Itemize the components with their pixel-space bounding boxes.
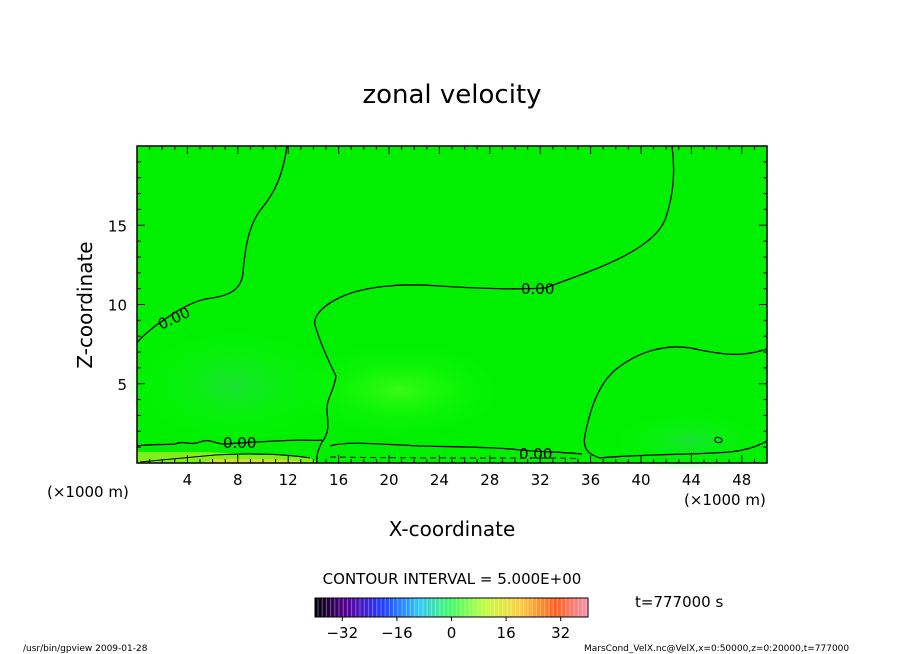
time-label: t=777000 s (635, 593, 723, 611)
colorbar-tick-label: −32 (326, 624, 358, 642)
x-tick-label: 20 (379, 471, 398, 489)
colorbar: −32 −16 0 16 32 (314, 597, 589, 642)
field-shade-mid (290, 340, 510, 440)
footer-left: /usr/bin/gpview 2009-01-28 (23, 644, 148, 654)
x-axis-unit-left: (×1000 m) (47, 483, 129, 501)
near-surface-band-2 (200, 459, 305, 463)
x-tick-label: 48 (732, 471, 751, 489)
contour-label: 0.00 (521, 280, 554, 298)
y-axis-ticks: 5 10 15 (108, 161, 767, 448)
contour-label: 0.00 (223, 434, 256, 452)
x-axis-label: X-coordinate (389, 517, 516, 541)
x-tick-label: 16 (329, 471, 348, 489)
y-tick-label: 5 (117, 376, 127, 394)
colorbar-ticks: −32 −16 0 16 32 (326, 617, 570, 642)
x-tick-label: 40 (631, 471, 650, 489)
contour-line (136, 145, 288, 344)
x-tick-label: 8 (233, 471, 243, 489)
y-tick-label: 10 (108, 297, 127, 315)
field-shade-right (610, 410, 770, 470)
contour-line (314, 145, 675, 464)
contour-label: 0.00 (519, 445, 552, 463)
x-tick-label: 12 (279, 471, 298, 489)
x-tick-label: 4 (183, 471, 193, 489)
x-tick-label: 36 (581, 471, 600, 489)
y-axis-label: Z-coordinate (73, 241, 97, 368)
contour-line-dashed (329, 456, 581, 460)
contour-line (329, 442, 583, 455)
y-tick-label: 15 (108, 217, 127, 235)
chart-title: zonal velocity (362, 80, 541, 110)
x-tick-label: 44 (682, 471, 701, 489)
x-tick-label: 28 (480, 471, 499, 489)
field-shade-left (125, 325, 345, 445)
colorbar-tick-label: −16 (381, 624, 413, 642)
contour-line (139, 453, 311, 463)
x-tick-label: 32 (531, 471, 550, 489)
colorbar-gradient (315, 598, 588, 617)
colorbar-tick-label: 16 (497, 624, 516, 642)
contour-line (136, 439, 323, 447)
plot-area: 0.00 0.00 0.00 0.00 (125, 145, 770, 470)
contour-interval-label: CONTOUR INTERVAL = 5.000E+00 (323, 570, 582, 588)
x-axis-ticks: 4 8 12 16 20 24 28 32 36 40 44 48 (149, 146, 755, 489)
footer-right: MarsCond_VelX.nc@VelX,x=0:50000,z=0:2000… (584, 644, 849, 654)
contour-line (583, 346, 768, 459)
colorbar-tick-label: 32 (551, 624, 570, 642)
contour-line (714, 436, 723, 444)
colorbar-tick-label: 0 (447, 624, 457, 642)
x-tick-label: 24 (430, 471, 449, 489)
colorbar-stripes (317, 598, 588, 617)
x-axis-unit-right: (×1000 m) (684, 491, 766, 509)
